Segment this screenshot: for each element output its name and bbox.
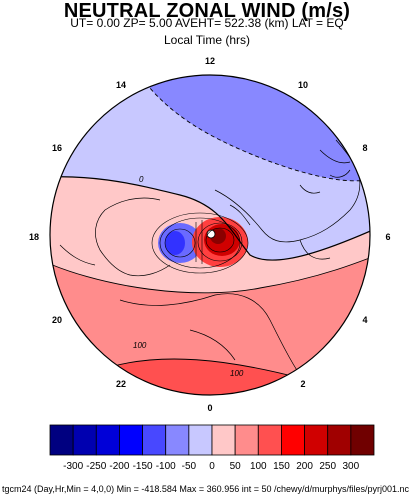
colorbar-tick-label: -250 bbox=[86, 461, 106, 472]
colorbar-tick-label: 150 bbox=[273, 461, 290, 472]
hour-label-22: 22 bbox=[116, 379, 126, 389]
colorbar-swatch bbox=[119, 424, 143, 456]
hour-label-20: 20 bbox=[52, 315, 62, 325]
colorbar-tick-label: 200 bbox=[296, 461, 313, 472]
contour-label-100-a: 100 bbox=[133, 341, 147, 350]
hour-label-16: 16 bbox=[52, 143, 62, 153]
colorbar-tick-label: 0 bbox=[209, 461, 215, 472]
hour-label-14: 14 bbox=[116, 80, 126, 90]
contour-label-100-b: 100 bbox=[230, 369, 244, 378]
blob-blue-core bbox=[165, 231, 185, 255]
colorbar-swatch bbox=[234, 424, 259, 456]
colorbar-swatch bbox=[49, 424, 74, 456]
hour-label-2: 2 bbox=[300, 379, 305, 389]
colorbar-tick-label: -100 bbox=[156, 461, 176, 472]
hour-label-0: 0 bbox=[207, 403, 212, 413]
contour-zero bbox=[50, 176, 370, 261]
colorbar-swatch bbox=[304, 424, 329, 456]
colorbar-tick-label: 50 bbox=[230, 461, 242, 472]
footer-info: tgcm24 (Day,Hr,Min = 4,0,0) Min = -418.5… bbox=[2, 484, 410, 494]
colorbar-tick-label: 300 bbox=[343, 461, 360, 472]
colorbar-swatch bbox=[211, 424, 236, 456]
colorbar-tick-label: -50 bbox=[182, 461, 197, 472]
disc-outline bbox=[49, 74, 371, 396]
colorbar-swatch bbox=[327, 424, 352, 456]
colorbar-swatch bbox=[281, 424, 305, 456]
colorbar-tick-label: 100 bbox=[250, 461, 267, 472]
colorbar-swatch bbox=[95, 424, 120, 456]
colorbar-tick-label: -300 bbox=[63, 461, 83, 472]
hour-label-12: 12 bbox=[205, 56, 215, 66]
colorbar-swatch bbox=[350, 424, 375, 456]
contour-label-0: 0 bbox=[139, 175, 144, 184]
colorbar bbox=[49, 424, 375, 456]
hour-label-18: 18 bbox=[29, 232, 39, 242]
chart-subtitle: UT= 0.00 ZP= 5.00 AVEHT= 522.38 (km) LAT… bbox=[70, 16, 344, 30]
colorbar-swatch bbox=[142, 424, 167, 456]
chart-title: NEUTRAL ZONAL WIND (m/s) bbox=[63, 0, 351, 22]
local-time-label: Local Time (hrs) bbox=[163, 33, 251, 47]
colorbar-swatch bbox=[72, 424, 97, 456]
hour-label-8: 8 bbox=[362, 143, 367, 153]
colorbar-swatch bbox=[257, 424, 282, 456]
band-150-200 bbox=[100, 358, 300, 395]
hour-labels: 12 10 8 6 4 2 0 22 20 18 16 14 bbox=[29, 56, 391, 413]
colorbar-tick-label: -200 bbox=[109, 461, 129, 472]
colorbar-tick-label: 250 bbox=[319, 461, 336, 472]
colorbar-swatch bbox=[165, 424, 190, 456]
hour-label-6: 6 bbox=[385, 232, 390, 242]
contour-100 bbox=[50, 249, 370, 294]
colorbar-tick-label: -150 bbox=[133, 461, 153, 472]
hour-label-4: 4 bbox=[362, 315, 367, 325]
colorbar-ticks: -300 -250 -200 -150 -100 -50 0 50 100 150 200 250 30… bbox=[63, 461, 360, 472]
wind-field bbox=[50, 75, 370, 395]
blob-contours bbox=[151, 212, 249, 274]
contour-150 bbox=[99, 358, 301, 379]
colorbar-swatch bbox=[188, 424, 213, 456]
pole-marker bbox=[206, 229, 216, 239]
hour-label-10: 10 bbox=[298, 80, 308, 90]
